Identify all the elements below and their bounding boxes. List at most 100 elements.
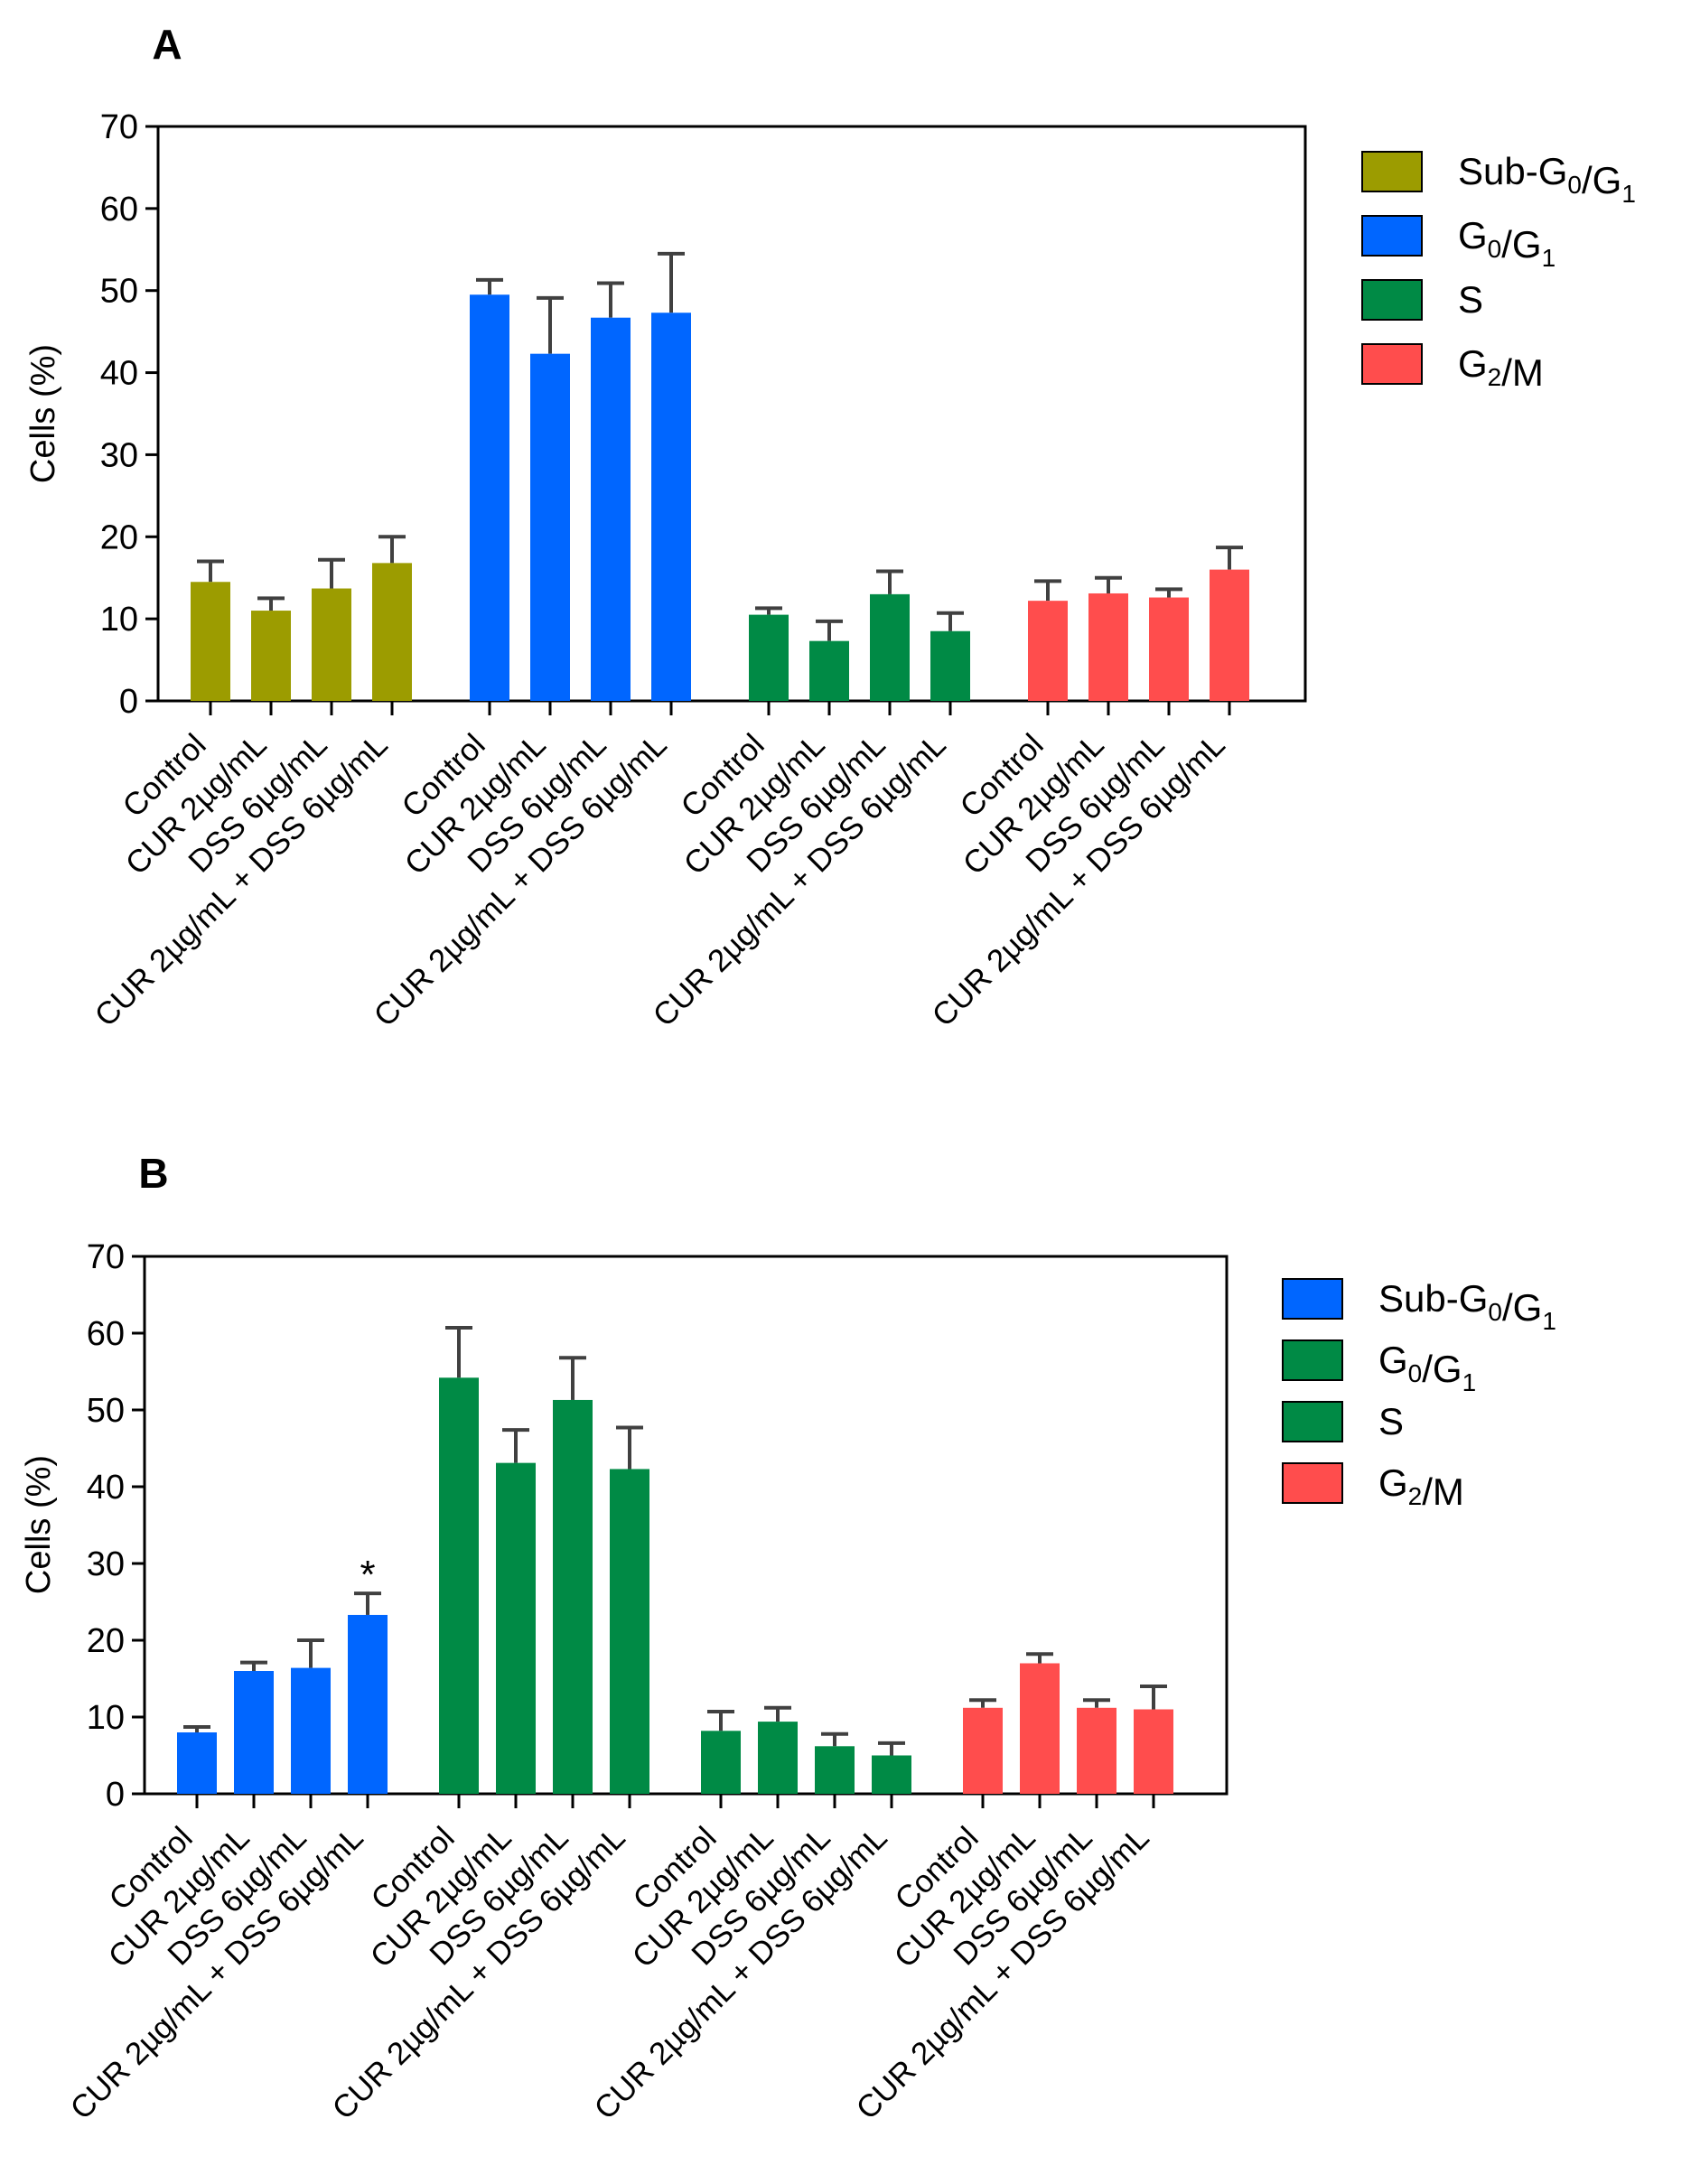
legend-item-3: S xyxy=(1361,278,1483,321)
legend-item-3: S xyxy=(1282,1400,1404,1442)
legend-text: /G xyxy=(1582,159,1621,201)
bar-g0-g1-1 xyxy=(470,294,509,701)
legend-text: G xyxy=(1458,214,1488,257)
legend-item-4: G2/M xyxy=(1361,342,1544,394)
bar-g2-m-3 xyxy=(1077,1707,1116,1794)
bar-sub-g0-g1-2 xyxy=(234,1671,274,1794)
legend-subscript: 0 xyxy=(1567,171,1582,199)
y-tick-label: 70 xyxy=(100,108,138,146)
bar-g2-m-2 xyxy=(1020,1663,1060,1794)
legend-text: Sub-G xyxy=(1378,1277,1488,1320)
bar-s-4 xyxy=(872,1755,911,1794)
legend-text: S xyxy=(1458,278,1483,321)
legend-text: /G xyxy=(1422,1348,1462,1390)
legend-label: G0/G1 xyxy=(1378,1339,1476,1396)
legend-subscript: 2 xyxy=(1408,1482,1423,1510)
legend-subscript: 1 xyxy=(1462,1368,1477,1396)
bar-sub-g0-g1-2 xyxy=(251,611,291,701)
legend-text: G xyxy=(1378,1461,1408,1504)
bar-s-1 xyxy=(701,1731,741,1794)
bar-s-3 xyxy=(870,593,910,701)
y-tick-label: 60 xyxy=(87,1315,125,1353)
bar-g2-m-2 xyxy=(1088,593,1128,701)
legend-item-1: Sub-G0/G1 xyxy=(1361,150,1636,208)
bar-s-2 xyxy=(758,1722,798,1794)
y-tick-label: 30 xyxy=(87,1545,125,1583)
legend-text: /M xyxy=(1422,1470,1464,1513)
legend-swatch xyxy=(1361,215,1423,257)
legend-subscript: 2 xyxy=(1488,363,1502,391)
legend-swatch xyxy=(1361,279,1423,321)
bar-g0-g1-2 xyxy=(496,1462,536,1794)
significance-star: * xyxy=(360,1553,375,1597)
bar-s-1 xyxy=(749,614,789,701)
y-tick-label: 70 xyxy=(87,1238,125,1276)
legend-item-4: G2/M xyxy=(1282,1461,1464,1513)
legend-swatch xyxy=(1282,1339,1343,1381)
legend-swatch xyxy=(1282,1462,1343,1504)
legend-text: /G xyxy=(1501,223,1541,266)
legend-text: G xyxy=(1458,342,1488,385)
legend-label: Sub-G0/G1 xyxy=(1458,150,1636,208)
y-tick-label: 10 xyxy=(87,1699,125,1737)
legend-text: S xyxy=(1378,1400,1404,1442)
bar-sub-g0-g1-1 xyxy=(191,582,230,701)
y-tick-label: 50 xyxy=(87,1392,125,1430)
bar-sub-g0-g1-4 xyxy=(348,1614,388,1794)
bar-g2-m-3 xyxy=(1149,597,1189,701)
bar-sub-g0-g1-3 xyxy=(291,1667,331,1794)
bar-g0-g1-3 xyxy=(553,1399,593,1794)
legend-subscript: 1 xyxy=(1542,1307,1556,1335)
y-tick-label: 30 xyxy=(100,436,138,474)
bar-s-3 xyxy=(815,1746,855,1794)
legend-item-2: G0/G1 xyxy=(1282,1339,1476,1396)
legend-subscript: 0 xyxy=(1488,1298,1502,1326)
legend-swatch xyxy=(1282,1401,1343,1442)
legend-subscript: 1 xyxy=(1542,244,1556,272)
bar-g0-g1-4 xyxy=(610,1469,649,1794)
y-tick-label: 60 xyxy=(100,191,138,229)
plot-frame xyxy=(143,1255,1229,1796)
legend-text: G xyxy=(1378,1339,1408,1381)
y-tick-label: 50 xyxy=(100,273,138,311)
y-tick-label: 0 xyxy=(119,683,138,721)
legend-label: Sub-G0/G1 xyxy=(1378,1277,1556,1335)
bar-g0-g1-1 xyxy=(439,1377,479,1794)
legend-item-2: G0/G1 xyxy=(1361,214,1556,272)
legend-label: S xyxy=(1378,1400,1404,1442)
panel-label: A xyxy=(152,21,182,68)
y-tick-label: 20 xyxy=(87,1622,125,1660)
y-tick-label: 40 xyxy=(87,1469,125,1507)
legend-text: /M xyxy=(1501,351,1544,394)
y-tick-label: 40 xyxy=(100,355,138,393)
y-axis-title: Cells (%) xyxy=(20,1455,58,1594)
bar-s-2 xyxy=(809,640,849,701)
y-tick-label: 10 xyxy=(100,601,138,639)
legend-text: /G xyxy=(1502,1286,1542,1329)
bar-g2-m-1 xyxy=(1028,601,1068,701)
legend-subscript: 0 xyxy=(1408,1359,1423,1387)
bar-g0-g1-2 xyxy=(530,353,570,701)
bar-sub-g0-g1-1 xyxy=(177,1732,217,1794)
legend-label: G0/G1 xyxy=(1458,214,1556,272)
bar-g0-g1-4 xyxy=(651,313,691,701)
panel-label: B xyxy=(138,1150,168,1197)
legend-swatch xyxy=(1361,151,1423,192)
legend-item-1: Sub-G0/G1 xyxy=(1282,1277,1556,1335)
legend-subscript: 0 xyxy=(1488,235,1502,263)
legend-subscript: 1 xyxy=(1621,180,1636,208)
bar-sub-g0-g1-4 xyxy=(372,563,412,701)
legend-label: G2/M xyxy=(1378,1461,1464,1513)
bar-s-4 xyxy=(930,630,970,701)
bar-sub-g0-g1-3 xyxy=(312,588,351,701)
y-tick-label: 20 xyxy=(100,518,138,556)
plot-frame xyxy=(156,125,1307,703)
y-axis-title: Cells (%) xyxy=(24,344,62,483)
legend-text: Sub-G xyxy=(1458,150,1567,192)
y-tick-label: 0 xyxy=(106,1776,125,1814)
legend-label: S xyxy=(1458,278,1483,321)
bar-g2-m-1 xyxy=(963,1707,1003,1794)
